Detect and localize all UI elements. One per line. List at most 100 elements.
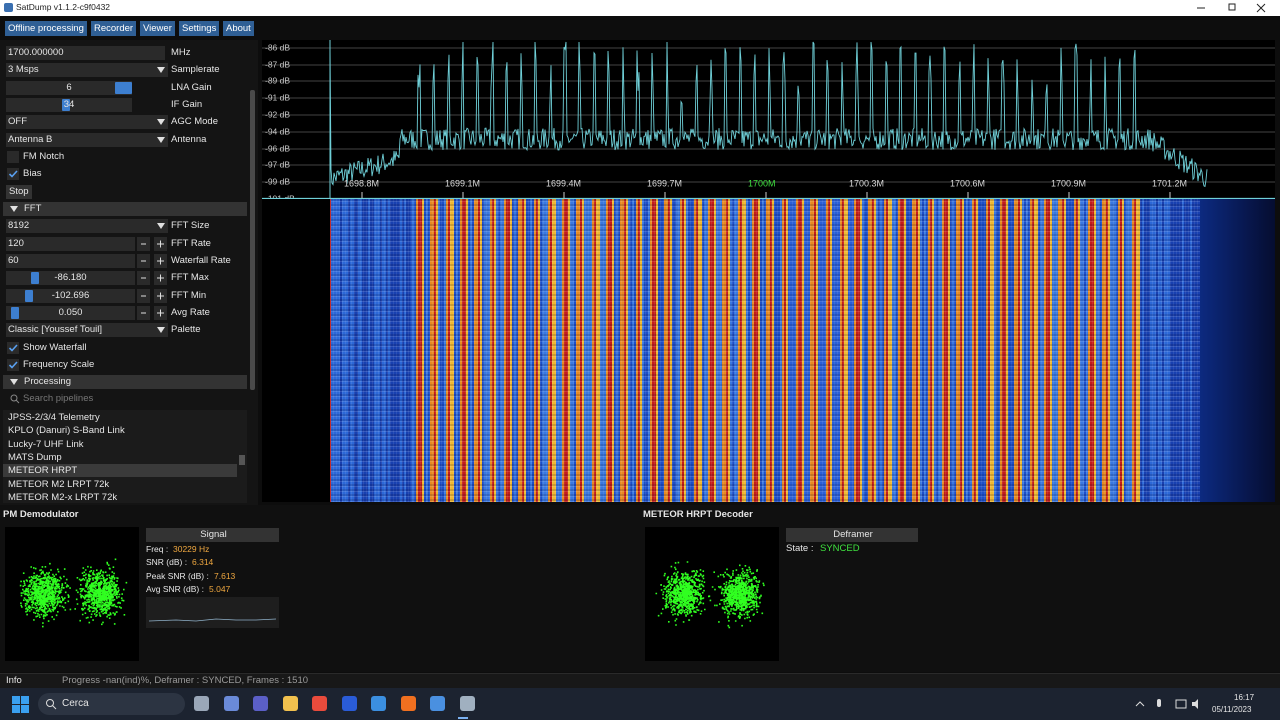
field-label: FFT Min: [171, 290, 207, 301]
dropdown[interactable]: OFF: [6, 115, 168, 129]
dropdown[interactable]: 8192: [6, 219, 168, 233]
taskbar-app[interactable]: [400, 696, 416, 711]
checkmark: [8, 361, 18, 369]
slider-handle[interactable]: [25, 290, 33, 302]
stat-label: Peak SNR (dB) :: [146, 570, 209, 581]
constellation: [5, 527, 139, 661]
taskbar-app[interactable]: [341, 696, 357, 711]
dropdown-arrow: [157, 67, 165, 73]
slider-track[interactable]: [6, 81, 132, 95]
tray-icons[interactable]: [1132, 696, 1222, 712]
taskbar-apps: [190, 688, 490, 720]
stat-value: 30229 Hz: [173, 544, 210, 554]
start-button[interactable]: [12, 696, 29, 713]
menu-item[interactable]: Viewer: [140, 21, 175, 36]
menu-item[interactable]: About: [223, 21, 254, 36]
search-box[interactable]: Search pipelines: [3, 392, 247, 406]
dropdown[interactable]: Antenna B: [6, 133, 168, 147]
pipeline-item[interactable]: MATS Dump: [8, 451, 62, 463]
field-label: IF Gain: [171, 99, 203, 110]
db-label: -86 dB: [265, 42, 290, 52]
pipeline-item[interactable]: JPSS-2/3/4 Telemetry: [8, 412, 100, 423]
slider-track[interactable]: [6, 306, 135, 320]
slider-value: 0.050: [58, 307, 83, 318]
dropdown[interactable]: Classic [Youssef Touil]: [6, 323, 168, 337]
taskbar-app[interactable]: [194, 696, 209, 711]
db-label: -87 dB: [265, 59, 290, 69]
waterfall-texture: [330, 199, 1200, 502]
slider-handle[interactable]: [62, 99, 70, 111]
slider-value: -102.696: [51, 290, 90, 301]
taskbar-app[interactable]: [223, 696, 239, 711]
freq-label: 1701.2M: [1152, 178, 1187, 188]
pipeline-item[interactable]: Lucky-7 UHF Link: [8, 438, 84, 450]
waterfall-tail: [1200, 199, 1275, 502]
db-label: -97 dB: [265, 159, 290, 169]
snr-history: [146, 597, 279, 628]
section-header[interactable]: FFT: [3, 202, 247, 216]
slider-handle[interactable]: [115, 82, 132, 94]
module-title: METEOR HRPT Decoder: [643, 509, 753, 520]
stop-button[interactable]: Stop: [6, 185, 32, 199]
decrement-button[interactable]: [137, 254, 150, 268]
increment-button[interactable]: [154, 237, 167, 251]
freq-label: 1699.1M: [445, 178, 480, 188]
taskbar-app[interactable]: [312, 696, 327, 711]
field-label: FFT Max: [171, 272, 209, 283]
waterfall-edge: [330, 199, 331, 502]
db-label: -96 dB: [265, 143, 290, 153]
stat-value: 5.047: [209, 583, 231, 594]
decrement-button[interactable]: [137, 289, 150, 303]
slider-track[interactable]: [6, 289, 135, 303]
text-input[interactable]: 1700.000000: [6, 46, 165, 60]
clock-time: 16:17: [1234, 693, 1255, 702]
collapse-arrow: [10, 206, 18, 212]
list-scrollbar[interactable]: [239, 455, 245, 465]
menu-item[interactable]: Recorder: [91, 21, 137, 36]
number-input[interactable]: 120: [6, 237, 135, 251]
checkbox[interactable]: [7, 151, 19, 163]
pipeline-item[interactable]: KPLO (Danuri) S-Band Link: [8, 425, 125, 437]
field-label: FFT Rate: [171, 238, 211, 249]
checkbox[interactable]: [7, 342, 19, 354]
freq-label: 1700M: [748, 178, 776, 188]
section-header[interactable]: Processing: [3, 375, 247, 389]
stat-value: 6.314: [192, 557, 214, 568]
signal-stats: Freq : 30229 Hz SNR (dB) : 6.314 Peak SNR (d…: [146, 542, 286, 598]
pipeline-item[interactable]: METEOR HRPT: [3, 464, 237, 478]
dropdown[interactable]: 3 Msps: [6, 63, 168, 77]
search-box[interactable]: Cerca: [38, 693, 185, 715]
pipeline-item[interactable]: METEOR M2-x LRPT 72k: [8, 491, 118, 503]
slider-handle[interactable]: [11, 307, 19, 319]
search-text: Cerca: [62, 698, 89, 709]
increment-button[interactable]: [154, 254, 167, 268]
field-label: MHz: [171, 47, 191, 58]
checkbox[interactable]: [7, 359, 19, 371]
taskbar-app[interactable]: [282, 696, 298, 711]
number-input[interactable]: 60: [6, 254, 135, 268]
window-controls[interactable]: [1190, 0, 1280, 16]
decrement-button[interactable]: [137, 271, 150, 285]
taskbar-app[interactable]: [253, 696, 268, 711]
slider-handle[interactable]: [31, 272, 39, 284]
freq-label: 1700.9M: [1051, 178, 1086, 188]
taskbar: Cerca 16:17 05/11/2023: [0, 688, 1280, 720]
menu-item[interactable]: Settings: [179, 21, 220, 36]
increment-button[interactable]: [154, 271, 167, 285]
status-message: Progress -nan(ind)%, Deframer : SYNCED, …: [62, 675, 309, 686]
increment-button[interactable]: [154, 289, 167, 303]
db-label: -101 dB: [265, 193, 295, 200]
section-title: FFT: [24, 203, 42, 214]
taskbar-app[interactable]: [371, 696, 386, 711]
increment-button[interactable]: [154, 306, 167, 320]
state-value: SYNCED: [820, 543, 860, 554]
pipeline-item[interactable]: METEOR M2 LRPT 72k: [8, 478, 110, 490]
scrollbar[interactable]: [250, 90, 255, 390]
checkbox[interactable]: [7, 168, 19, 180]
decrement-button[interactable]: [137, 306, 150, 320]
taskbar-app[interactable]: [430, 696, 445, 711]
taskbar-app[interactable]: [459, 696, 475, 711]
checkmark: [8, 170, 18, 178]
menu-item[interactable]: Offline processing: [5, 21, 87, 36]
decrement-button[interactable]: [137, 237, 150, 251]
